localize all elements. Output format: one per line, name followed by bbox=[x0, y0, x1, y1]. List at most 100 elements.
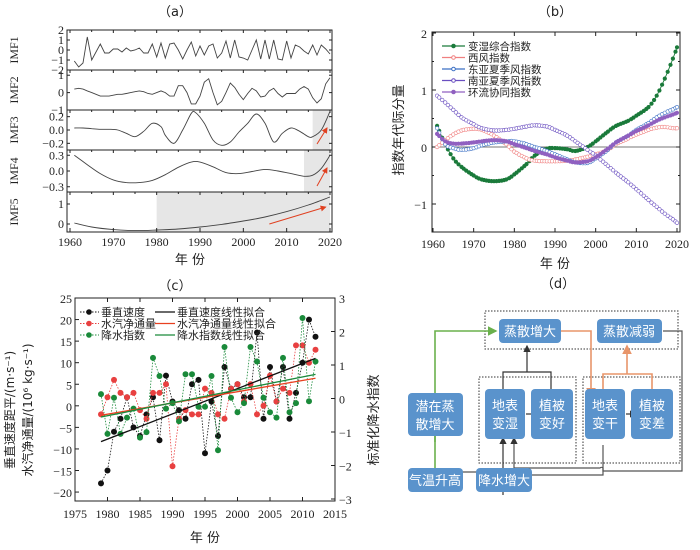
data-point bbox=[195, 411, 202, 418]
y-right-tick-label: −1 bbox=[339, 426, 352, 440]
data-point bbox=[117, 415, 124, 422]
data-point bbox=[182, 371, 189, 378]
panel-label-d: （d） bbox=[541, 277, 575, 292]
subplot-label: IMF3 bbox=[7, 116, 21, 143]
data-point bbox=[273, 414, 280, 421]
y-tick-label: −0.2 bbox=[42, 136, 64, 150]
vegetation-worse-box: 植被 变差 bbox=[631, 389, 673, 439]
x-tick-label: 1970 bbox=[101, 235, 125, 249]
evap-down-feedback-arrow bbox=[510, 330, 683, 472]
data-point bbox=[448, 105, 453, 110]
subplot-imf2: 1 0 −1 IMF2 bbox=[7, 68, 332, 117]
fit-line bbox=[100, 357, 316, 443]
wet-to-evap-up-connector bbox=[502, 348, 552, 390]
data-point bbox=[651, 97, 657, 103]
series-connector bbox=[100, 318, 316, 484]
legend-marker bbox=[451, 89, 456, 95]
x-tick-label: 1960 bbox=[58, 235, 82, 249]
data-point bbox=[293, 389, 299, 396]
data-point bbox=[605, 146, 611, 151]
y-left-tick-label: −15 bbox=[53, 465, 72, 479]
y-right-tick-label: 2 bbox=[339, 326, 345, 340]
data-point bbox=[156, 373, 163, 379]
data-point bbox=[448, 152, 453, 157]
data-point bbox=[130, 389, 137, 396]
legend-label: 降水指数 bbox=[101, 328, 145, 342]
subplot-label: IMF5 bbox=[7, 198, 21, 225]
y-left-tick-label: −5 bbox=[59, 421, 72, 435]
data-point bbox=[254, 358, 260, 365]
imf-line-imf4 bbox=[74, 154, 331, 184]
data-point bbox=[293, 400, 299, 407]
data-point bbox=[280, 385, 286, 392]
data-point bbox=[435, 126, 440, 131]
dry-to-evap-down-connector bbox=[602, 348, 653, 390]
data-point bbox=[654, 93, 659, 98]
legend-marker bbox=[86, 320, 92, 327]
legend-label: 垂直速度线性拟合 bbox=[177, 305, 265, 319]
y-tick-label: 0.2 bbox=[49, 110, 64, 124]
legend-label: 变湿综合指数 bbox=[468, 40, 531, 53]
vegetation-worse-label-1: 植被 bbox=[639, 399, 665, 414]
y-left-axis-title: 垂直速度距平/(m·s⁻¹) bbox=[2, 351, 17, 469]
series-connector bbox=[100, 345, 316, 467]
data-point bbox=[631, 115, 636, 120]
data-point bbox=[202, 450, 208, 457]
data-point bbox=[437, 143, 442, 148]
data-point bbox=[150, 354, 156, 361]
data-point bbox=[638, 191, 644, 196]
temperature-rise-box: 气温升高 bbox=[408, 468, 463, 492]
y-tick-label: 2 bbox=[58, 23, 64, 37]
data-point bbox=[104, 430, 111, 437]
series-水汽净通量 bbox=[98, 342, 319, 470]
x-tick-label: 2015 bbox=[323, 507, 347, 521]
data-point bbox=[247, 344, 254, 350]
data-point bbox=[509, 147, 514, 152]
x-axis-title: 年 份 bbox=[190, 531, 220, 546]
data-point bbox=[299, 342, 306, 349]
y-tick-label: 0 bbox=[421, 141, 427, 155]
data-point bbox=[626, 180, 631, 185]
y-left-tick-label: 15 bbox=[60, 335, 72, 349]
legend-marker bbox=[451, 78, 456, 83]
surface-wet-label-1: 地表 bbox=[492, 399, 518, 414]
highlight-region bbox=[156, 192, 330, 232]
x-tick-label: 1995 bbox=[193, 507, 217, 521]
panel-label-a: （a） bbox=[158, 5, 192, 20]
y-right-axis-title: 标准化降水指数 bbox=[367, 374, 382, 465]
y-tick-label: 1 bbox=[58, 197, 64, 211]
data-point bbox=[98, 391, 104, 398]
data-point bbox=[665, 69, 670, 74]
data-point bbox=[150, 389, 156, 396]
evap-group-frame bbox=[484, 310, 679, 350]
data-point bbox=[254, 329, 260, 336]
data-point bbox=[260, 402, 267, 409]
fit-line bbox=[100, 377, 316, 416]
data-point bbox=[674, 110, 680, 115]
data-point bbox=[649, 101, 654, 106]
data-point bbox=[189, 381, 195, 388]
x-tick-label: 2000 bbox=[584, 237, 608, 251]
data-point bbox=[117, 389, 124, 396]
data-point bbox=[312, 333, 319, 340]
data-point bbox=[456, 112, 461, 117]
data-point bbox=[585, 147, 590, 152]
precipitation-increase-label: 降水增大 bbox=[478, 474, 530, 489]
data-point bbox=[453, 159, 459, 164]
data-point bbox=[267, 364, 273, 370]
data-point bbox=[306, 398, 312, 405]
data-point bbox=[169, 463, 176, 470]
x-tick-label: 1990 bbox=[188, 235, 212, 249]
x-tick-label: 2020 bbox=[665, 237, 689, 251]
data-point bbox=[565, 133, 570, 138]
precipitation-increase-box: 降水增大 bbox=[476, 468, 532, 492]
x-tick-label: 2010 bbox=[275, 235, 299, 249]
data-point bbox=[610, 142, 616, 147]
data-point bbox=[659, 209, 665, 214]
data-point bbox=[286, 409, 293, 416]
fit-line bbox=[100, 373, 316, 418]
legend-label: 东亚夏季风指数 bbox=[468, 63, 542, 76]
y-right-tick-label: 1 bbox=[339, 359, 345, 373]
y-left-axis-title: 水汽净通量/(10⁶ kg·s⁻¹) bbox=[20, 343, 35, 476]
